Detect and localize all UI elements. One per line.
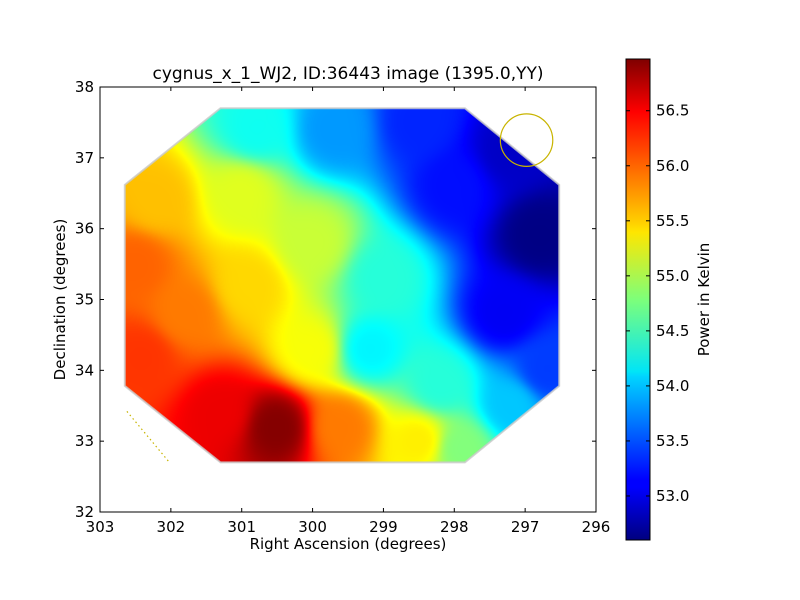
footprint-edge <box>123 107 561 464</box>
colorbar-ticks: 53.0 53.5 54.0 54.5 55.0 55.5 56.0 56.5 <box>626 102 689 505</box>
colorbar-tick-label: 54.0 <box>656 377 689 395</box>
y-tick-label: 38 <box>75 78 94 96</box>
x-tick-label: 300 <box>298 518 327 536</box>
colorbar-tick-label: 55.0 <box>656 267 689 285</box>
colorbar <box>626 59 650 540</box>
y-tick-label: 32 <box>75 503 94 521</box>
colorbar-tick-label: 56.0 <box>656 157 689 175</box>
y-axis: 32 33 34 35 36 37 38 <box>75 78 596 521</box>
dotted-line <box>126 411 170 463</box>
x-tick-label: 301 <box>227 518 256 536</box>
colorbar-frame <box>625 58 651 541</box>
chart-title: cygnus_x_1_WJ2, ID:36443 image (1395.0,Y… <box>152 64 543 84</box>
colorbar-tick-label: 53.0 <box>656 487 689 505</box>
y-tick-label: 34 <box>75 361 94 379</box>
heatmap-image <box>124 108 560 463</box>
y-tick-label: 35 <box>75 291 94 309</box>
x-tick-label: 303 <box>86 518 115 536</box>
beam-circle <box>499 113 554 167</box>
x-tick-label: 298 <box>440 518 469 536</box>
y-tick-label: 36 <box>75 220 94 238</box>
x-tick-label: 296 <box>582 518 611 536</box>
x-tick-label: 297 <box>511 518 540 536</box>
colorbar-tick-label: 53.5 <box>656 432 689 450</box>
colorbar-tick-label: 55.5 <box>656 212 689 230</box>
colorbar-tick-label: 56.5 <box>656 102 689 120</box>
x-axis-label: Right Ascension (degrees) <box>250 535 447 553</box>
colorbar-label: Power in Kelvin <box>695 243 713 357</box>
colorbar-tick-label: 54.5 <box>656 322 689 340</box>
x-axis: 303 302 301 300 299 298 297 296 <box>86 87 611 536</box>
y-tick-label: 33 <box>75 432 94 450</box>
x-tick-label: 299 <box>369 518 398 536</box>
y-axis-label: Declination (degrees) <box>51 219 69 381</box>
x-tick-label: 302 <box>157 518 186 536</box>
y-tick-label: 37 <box>75 149 94 167</box>
